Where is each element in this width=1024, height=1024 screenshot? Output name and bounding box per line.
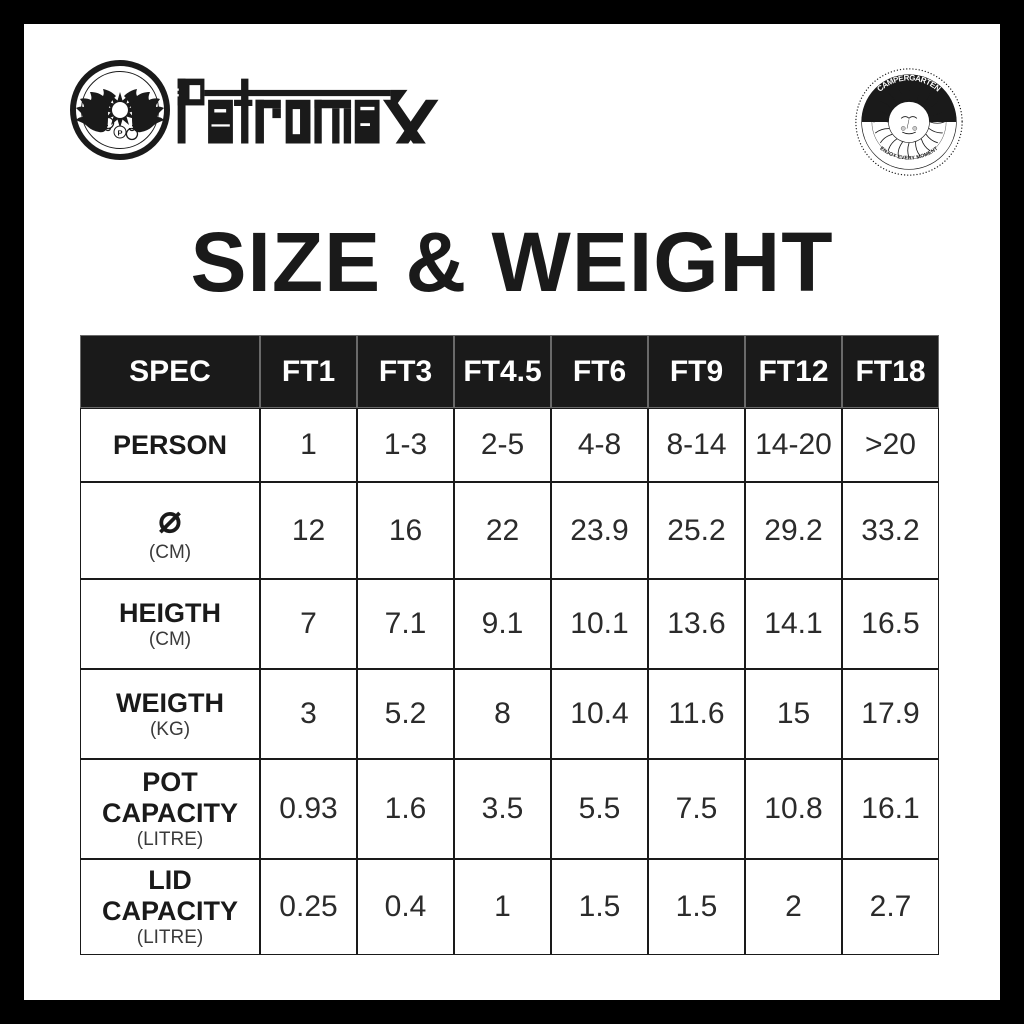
svg-text:ENJOY EVERY MOMENT: ENJOY EVERY MOMENT [879, 145, 939, 160]
svg-text:P: P [117, 128, 122, 137]
